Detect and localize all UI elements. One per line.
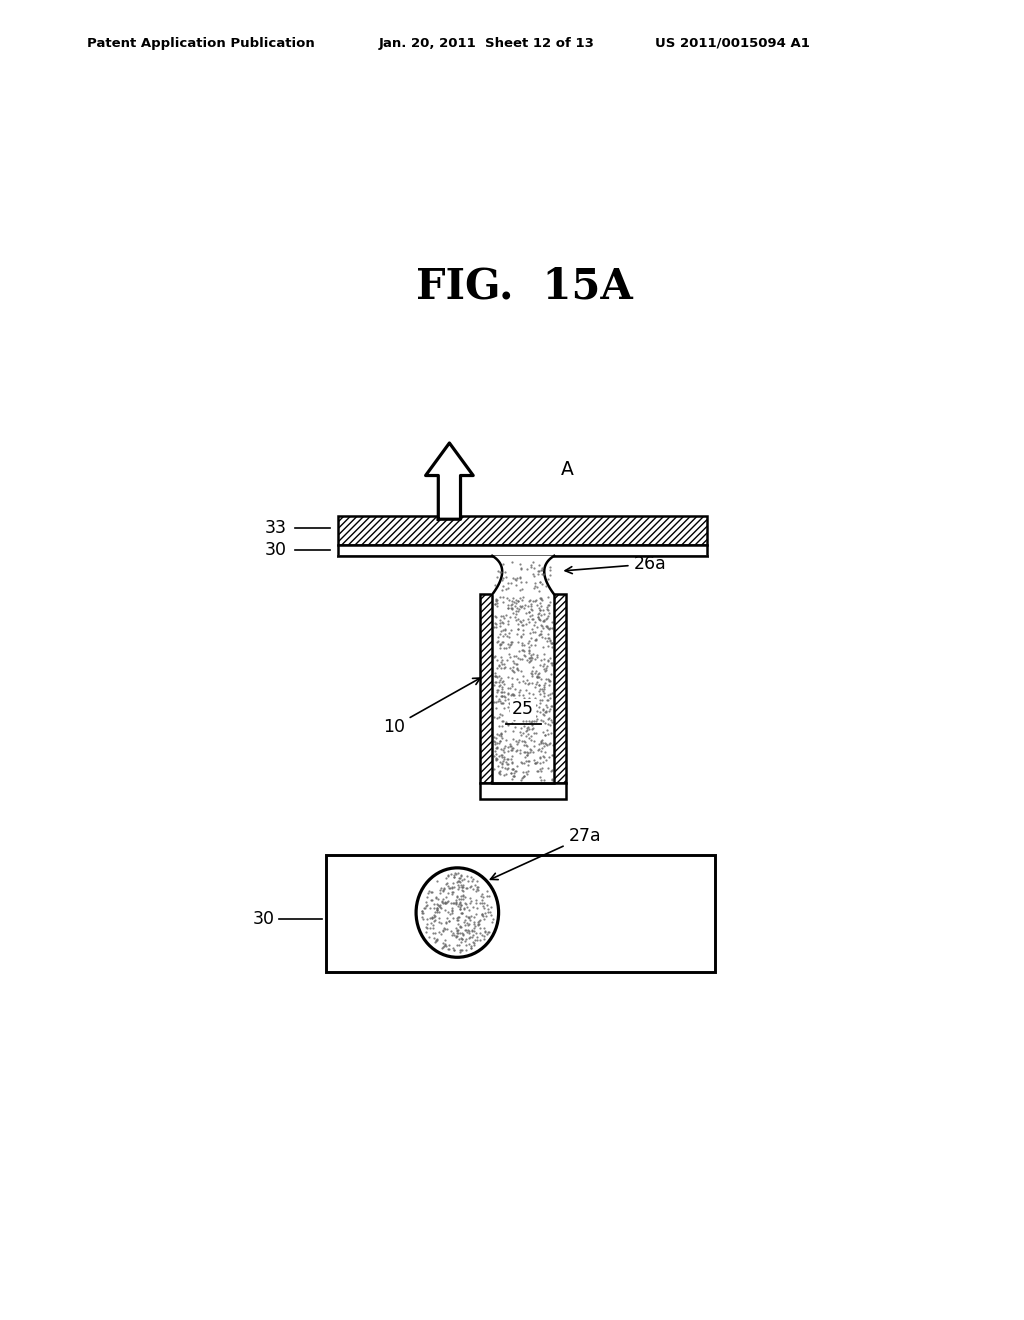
Text: A: A	[560, 461, 573, 479]
Text: 33: 33	[265, 519, 287, 536]
Ellipse shape	[416, 867, 499, 957]
Bar	[554, 594, 566, 784]
Text: Patent Application Publication: Patent Application Publication	[87, 37, 314, 50]
Bar	[480, 784, 566, 799]
Text: 30: 30	[253, 909, 274, 928]
Bar	[327, 854, 715, 972]
Polygon shape	[493, 556, 554, 594]
Bar	[480, 594, 493, 784]
Text: 10: 10	[383, 678, 480, 735]
Bar	[338, 545, 708, 556]
Text: Jan. 20, 2011  Sheet 12 of 13: Jan. 20, 2011 Sheet 12 of 13	[379, 37, 595, 50]
Polygon shape	[426, 444, 473, 519]
Polygon shape	[338, 556, 708, 594]
Text: FIG.  15A: FIG. 15A	[417, 265, 633, 308]
Bar	[338, 516, 708, 545]
Text: 25: 25	[512, 701, 535, 718]
Text: US 2011/0015094 A1: US 2011/0015094 A1	[655, 37, 810, 50]
Text: 30: 30	[265, 541, 287, 560]
Text: 27a: 27a	[490, 828, 601, 879]
Text: 26a: 26a	[565, 554, 667, 574]
